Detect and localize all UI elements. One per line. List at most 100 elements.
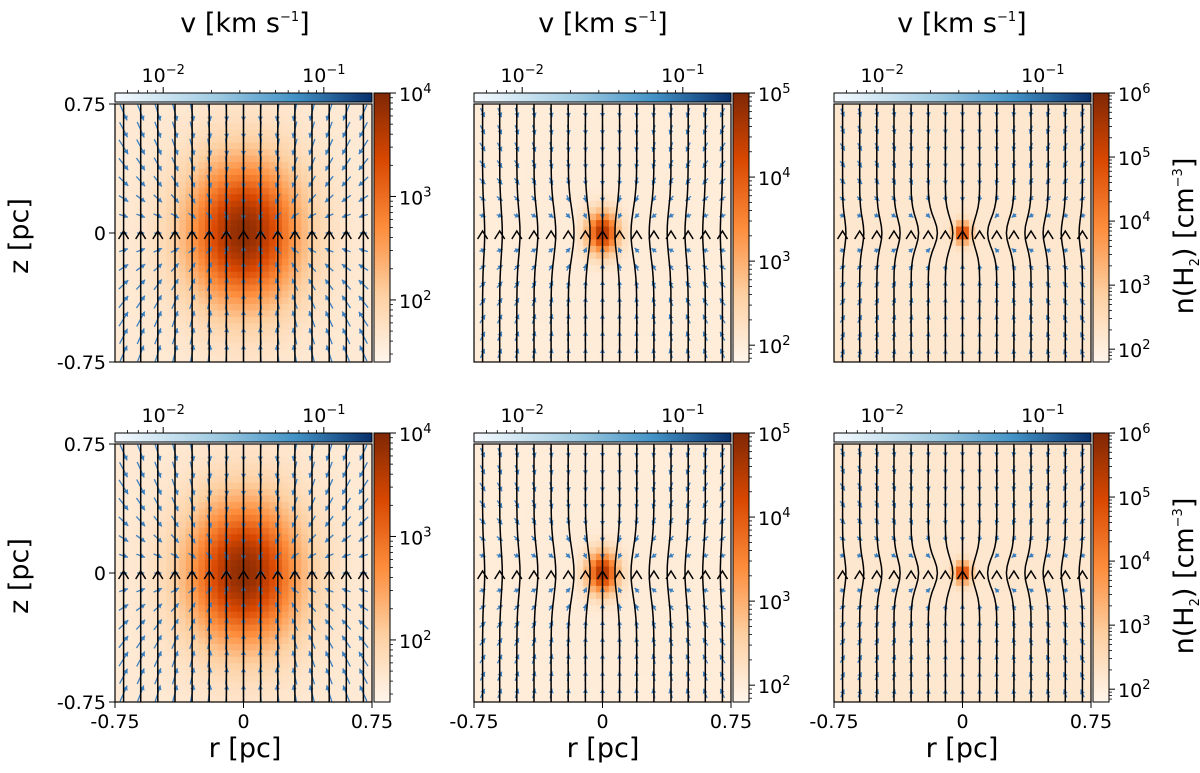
- density-cell: [576, 245, 584, 253]
- density-cell: [936, 110, 944, 118]
- density-cell: [224, 104, 232, 112]
- density-cell: [499, 110, 507, 118]
- density-cell: [275, 142, 283, 150]
- density-tick-label: 103: [758, 250, 790, 274]
- density-cell: [140, 168, 148, 176]
- density-cell: [660, 239, 668, 247]
- density-cell: [179, 355, 187, 363]
- density-cell: [211, 110, 219, 118]
- density-cell: [628, 136, 636, 144]
- density-cell: [634, 168, 642, 176]
- density-cell: [269, 200, 277, 208]
- density-cell: [499, 200, 507, 208]
- density-cell: [115, 226, 123, 234]
- density-cell: [551, 220, 559, 228]
- density-cell: [930, 187, 938, 195]
- density-cell: [538, 162, 546, 170]
- density-cell: [544, 136, 552, 144]
- density-cell: [339, 252, 347, 260]
- density-cell: [262, 278, 270, 286]
- density-cell: [365, 200, 373, 208]
- velocity-arrowhead: [514, 212, 520, 218]
- density-cell: [506, 142, 514, 150]
- density-cell: [866, 194, 874, 202]
- density-cell: [583, 278, 591, 286]
- density-cell: [275, 226, 283, 234]
- density-cell: [673, 129, 681, 137]
- density-cell: [885, 123, 893, 131]
- velocity-arrowhead: [325, 165, 330, 171]
- density-cell: [243, 207, 251, 215]
- density-cell: [647, 142, 655, 150]
- density-cell: [333, 162, 341, 170]
- density-cell: [512, 284, 520, 292]
- density-cell: [834, 174, 842, 182]
- density-cell: [679, 239, 687, 247]
- density-cell: [878, 336, 886, 344]
- density-cell: [499, 136, 507, 144]
- density-cell: [943, 220, 951, 228]
- density-cell: [147, 291, 155, 299]
- density-cell: [320, 162, 328, 170]
- density-cell: [333, 233, 341, 241]
- density-cell: [679, 355, 687, 363]
- density-cell: [243, 116, 251, 124]
- density-cell: [621, 258, 629, 266]
- density-cell: [576, 110, 584, 118]
- velocity-arrowhead: [156, 132, 162, 138]
- density-cell: [506, 155, 514, 163]
- density-cell: [134, 213, 142, 221]
- density-cell: [917, 349, 925, 357]
- density-cell: [172, 104, 180, 112]
- density-cell: [563, 226, 571, 234]
- density-cell: [686, 329, 694, 337]
- density-cell: [589, 142, 597, 150]
- density-cell: [192, 194, 200, 202]
- density-cell: [346, 355, 354, 363]
- density-cell: [885, 149, 893, 157]
- density-cell: [570, 316, 578, 324]
- density-cell: [891, 323, 899, 331]
- density-cell: [525, 349, 533, 357]
- density-cell: [147, 162, 155, 170]
- density-cell: [705, 187, 713, 195]
- density-cell: [705, 355, 713, 363]
- density-cell: [493, 349, 501, 357]
- density-cell: [314, 284, 322, 292]
- density-cell: [211, 174, 219, 182]
- density-cell: [679, 181, 687, 189]
- density-cell: [698, 258, 706, 266]
- density-cell: [673, 265, 681, 273]
- density-cell: [917, 142, 925, 150]
- density-cell: [243, 323, 251, 331]
- density-cell: [936, 278, 944, 286]
- density-cell: [538, 123, 546, 131]
- density-cell: [531, 168, 539, 176]
- density-cell: [608, 194, 616, 202]
- density-cell: [339, 349, 347, 357]
- density-cell: [621, 303, 629, 311]
- density-cell: [249, 278, 257, 286]
- density-cell: [898, 252, 906, 260]
- density-cell: [589, 349, 597, 357]
- density-cell: [608, 271, 616, 279]
- density-cell: [724, 136, 732, 144]
- density-cell: [282, 342, 290, 350]
- density-cell: [320, 355, 328, 363]
- density-cell: [314, 245, 322, 253]
- density-cell: [544, 316, 552, 324]
- density-cell: [705, 116, 713, 124]
- density-cell: [576, 349, 584, 357]
- density-cell: [608, 278, 616, 286]
- density-cell: [179, 220, 187, 228]
- density-cell: [486, 110, 494, 118]
- density-cell: [608, 149, 616, 157]
- density-cell: [115, 329, 123, 337]
- density-cell: [608, 355, 616, 363]
- velocity-arrowhead: [291, 198, 297, 204]
- density-cell: [634, 213, 642, 221]
- density-cell: [621, 310, 629, 318]
- density-cell: [859, 168, 867, 176]
- field-arrowhead: [117, 229, 130, 240]
- density-cell: [898, 136, 906, 144]
